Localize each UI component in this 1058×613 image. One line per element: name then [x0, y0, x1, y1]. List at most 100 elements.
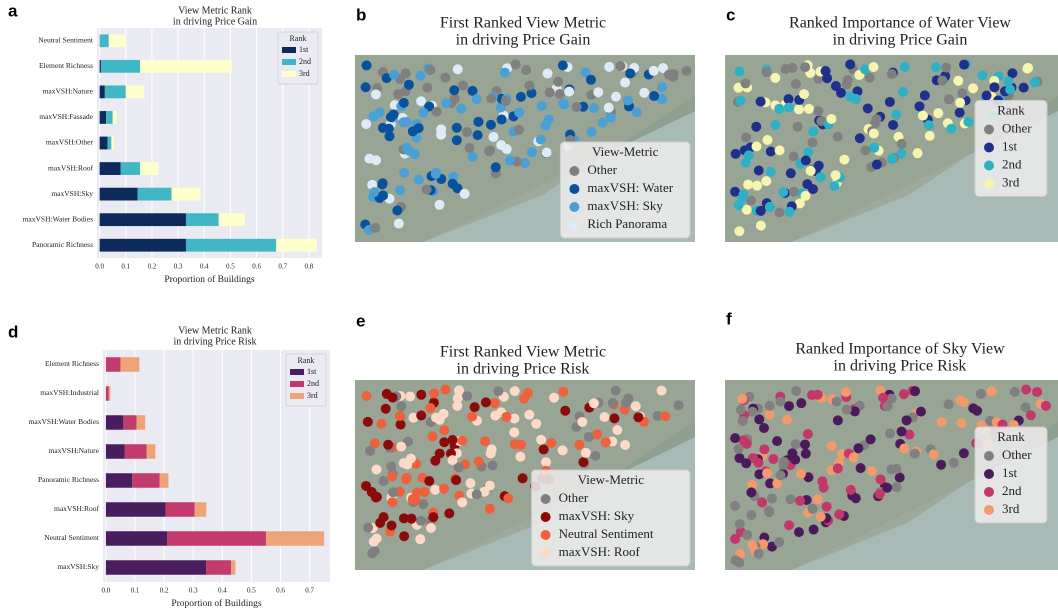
- building-dot: [869, 62, 879, 72]
- building-dot: [1032, 387, 1042, 397]
- building-dot: [401, 474, 411, 484]
- building-dot: [946, 124, 956, 134]
- building-dot: [936, 460, 946, 470]
- bar-segment: [231, 560, 235, 575]
- building-dot: [468, 152, 478, 162]
- legend-swatch: [290, 393, 304, 399]
- building-dot: [796, 469, 806, 479]
- legend-label: 3rd: [307, 391, 318, 400]
- building-dot: [497, 115, 507, 125]
- legend-marker: [569, 166, 579, 176]
- map-title: in driving Price Gain: [833, 32, 968, 49]
- legend-marker: [541, 548, 551, 558]
- building-dot: [612, 425, 622, 435]
- building-dot: [480, 436, 490, 446]
- building-dot: [473, 457, 483, 467]
- x-tick-label: 0.3: [189, 587, 198, 595]
- building-dot: [558, 445, 568, 455]
- building-dot: [657, 82, 667, 92]
- building-dot: [387, 472, 397, 482]
- building-dot: [490, 398, 500, 408]
- x-tick-label: 0.5: [226, 263, 235, 271]
- chart-title: View Metric Rank: [178, 5, 252, 16]
- building-dot: [372, 464, 382, 474]
- map-title: in driving Price Risk: [834, 358, 967, 375]
- bar-segment: [219, 213, 245, 226]
- building-dot: [493, 386, 503, 396]
- y-tick-label: Element Richness: [39, 61, 93, 70]
- building-dot: [775, 208, 785, 218]
- legend-marker: [984, 125, 994, 135]
- y-tick-label: Element Richness: [45, 359, 99, 368]
- bar-segment: [120, 357, 139, 372]
- building-dot: [682, 66, 692, 76]
- bar-segment: [126, 86, 144, 99]
- building-dot: [941, 63, 951, 73]
- building-dot: [470, 402, 480, 412]
- building-dot: [774, 104, 784, 114]
- bar-segment: [100, 188, 138, 201]
- building-dot: [611, 92, 621, 102]
- panel-label: d: [8, 322, 18, 341]
- bar-segment: [100, 86, 105, 99]
- x-tick-label: 0.3: [174, 263, 183, 271]
- building-dot: [410, 149, 420, 159]
- building-dot: [418, 108, 428, 118]
- building-dot: [931, 62, 941, 72]
- building-dot: [516, 92, 526, 102]
- building-dot: [500, 68, 510, 78]
- building-dot: [608, 398, 618, 408]
- building-dot: [784, 102, 794, 112]
- legend-swatch: [290, 381, 304, 387]
- building-dot: [625, 68, 635, 78]
- building-dot: [976, 389, 986, 399]
- building-dot: [616, 61, 626, 71]
- building-dot: [363, 523, 373, 533]
- building-dot: [371, 89, 381, 99]
- map-title: First Ranked View Metric: [440, 15, 606, 32]
- building-dot: [833, 132, 843, 142]
- building-dot: [611, 386, 621, 396]
- bar-segment: [140, 60, 232, 73]
- building-dot: [759, 444, 769, 454]
- legend-marker: [569, 202, 579, 212]
- building-dot: [813, 494, 823, 504]
- building-dot: [809, 525, 819, 535]
- x-tick-label: 0.1: [121, 263, 130, 271]
- building-dot: [674, 400, 684, 410]
- legend-swatch: [282, 47, 296, 53]
- bar-segment: [100, 162, 121, 175]
- legend-title: View-Metric: [578, 472, 645, 487]
- building-dot: [539, 444, 549, 454]
- building-dot: [376, 419, 386, 429]
- building-dot: [510, 386, 520, 396]
- building-dot: [774, 537, 784, 547]
- building-dot: [756, 97, 766, 107]
- building-dot: [501, 412, 511, 422]
- bar-segment: [106, 473, 132, 488]
- building-dot: [558, 387, 568, 397]
- building-dot: [462, 391, 472, 401]
- building-dot: [399, 168, 409, 178]
- y-tick-label: maxVSH:Water Bodies: [29, 417, 100, 426]
- building-dot: [833, 463, 843, 473]
- x-axis-label: Proportion of Buildings: [171, 598, 262, 609]
- building-dot: [737, 394, 747, 404]
- building-dot: [473, 130, 483, 140]
- building-dot: [929, 449, 939, 459]
- building-dot: [924, 120, 934, 130]
- building-dot: [775, 145, 785, 155]
- building-dot: [424, 476, 434, 486]
- building-dot: [959, 60, 969, 70]
- legend-marker: [984, 451, 994, 461]
- legend-marker: [541, 494, 551, 504]
- building-dot: [460, 189, 470, 199]
- y-tick-label: maxVSH:Nature: [49, 446, 100, 455]
- building-dot: [546, 438, 556, 448]
- bar-segment: [195, 502, 207, 517]
- building-dot: [892, 482, 902, 492]
- building-dot: [395, 185, 405, 195]
- building-dot: [764, 507, 774, 517]
- building-dot: [899, 389, 909, 399]
- building-dot: [756, 221, 766, 231]
